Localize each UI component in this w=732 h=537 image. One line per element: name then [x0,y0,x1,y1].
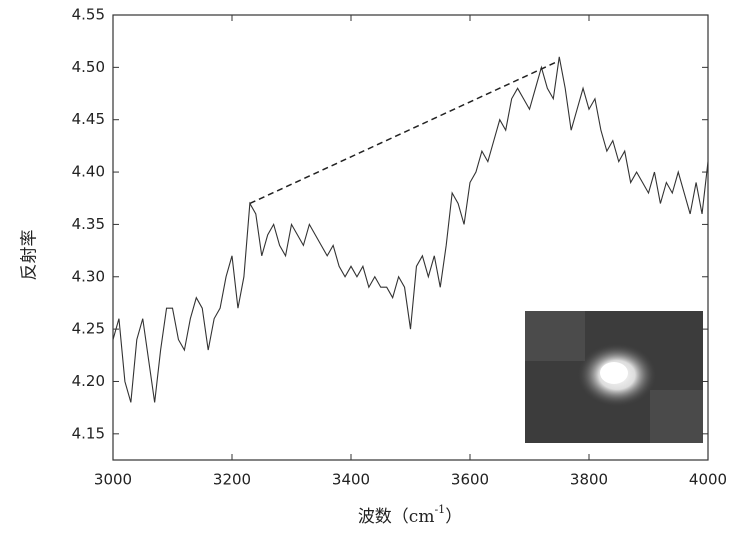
x-axis-label: 波数（cm-1） [358,503,462,527]
x-axis-label-end: ） [445,507,462,527]
y-tick-label: 4.30 [72,267,105,285]
y-tick-label: 4.15 [72,424,105,442]
y-tick-label: 4.35 [72,215,105,233]
dashed-annotation [249,61,557,205]
y-tick-label: 4.45 [72,110,105,128]
y-axis-label: 反射率 [20,230,40,281]
x-tick-label: 3000 [94,471,132,489]
y-tick-label: 4.40 [72,163,105,181]
x-axis-label-main: 波数（cm [358,507,435,527]
y-tick-label: 4.50 [72,58,105,76]
x-axis-label-sup: -1 [434,503,445,516]
x-tick-label: 3200 [213,471,251,489]
y-tick-label: 4.55 [72,6,105,24]
x-tick-label: 3800 [570,471,608,489]
plot-frame [112,14,709,461]
x-tick-label: 3600 [451,471,489,489]
data-line [112,56,709,403]
y-tick-label: 4.20 [72,372,105,390]
inset-image [525,311,703,443]
x-tick-label: 3400 [332,471,370,489]
x-tick-label: 4000 [689,471,727,489]
y-tick-label: 4.25 [72,320,105,338]
